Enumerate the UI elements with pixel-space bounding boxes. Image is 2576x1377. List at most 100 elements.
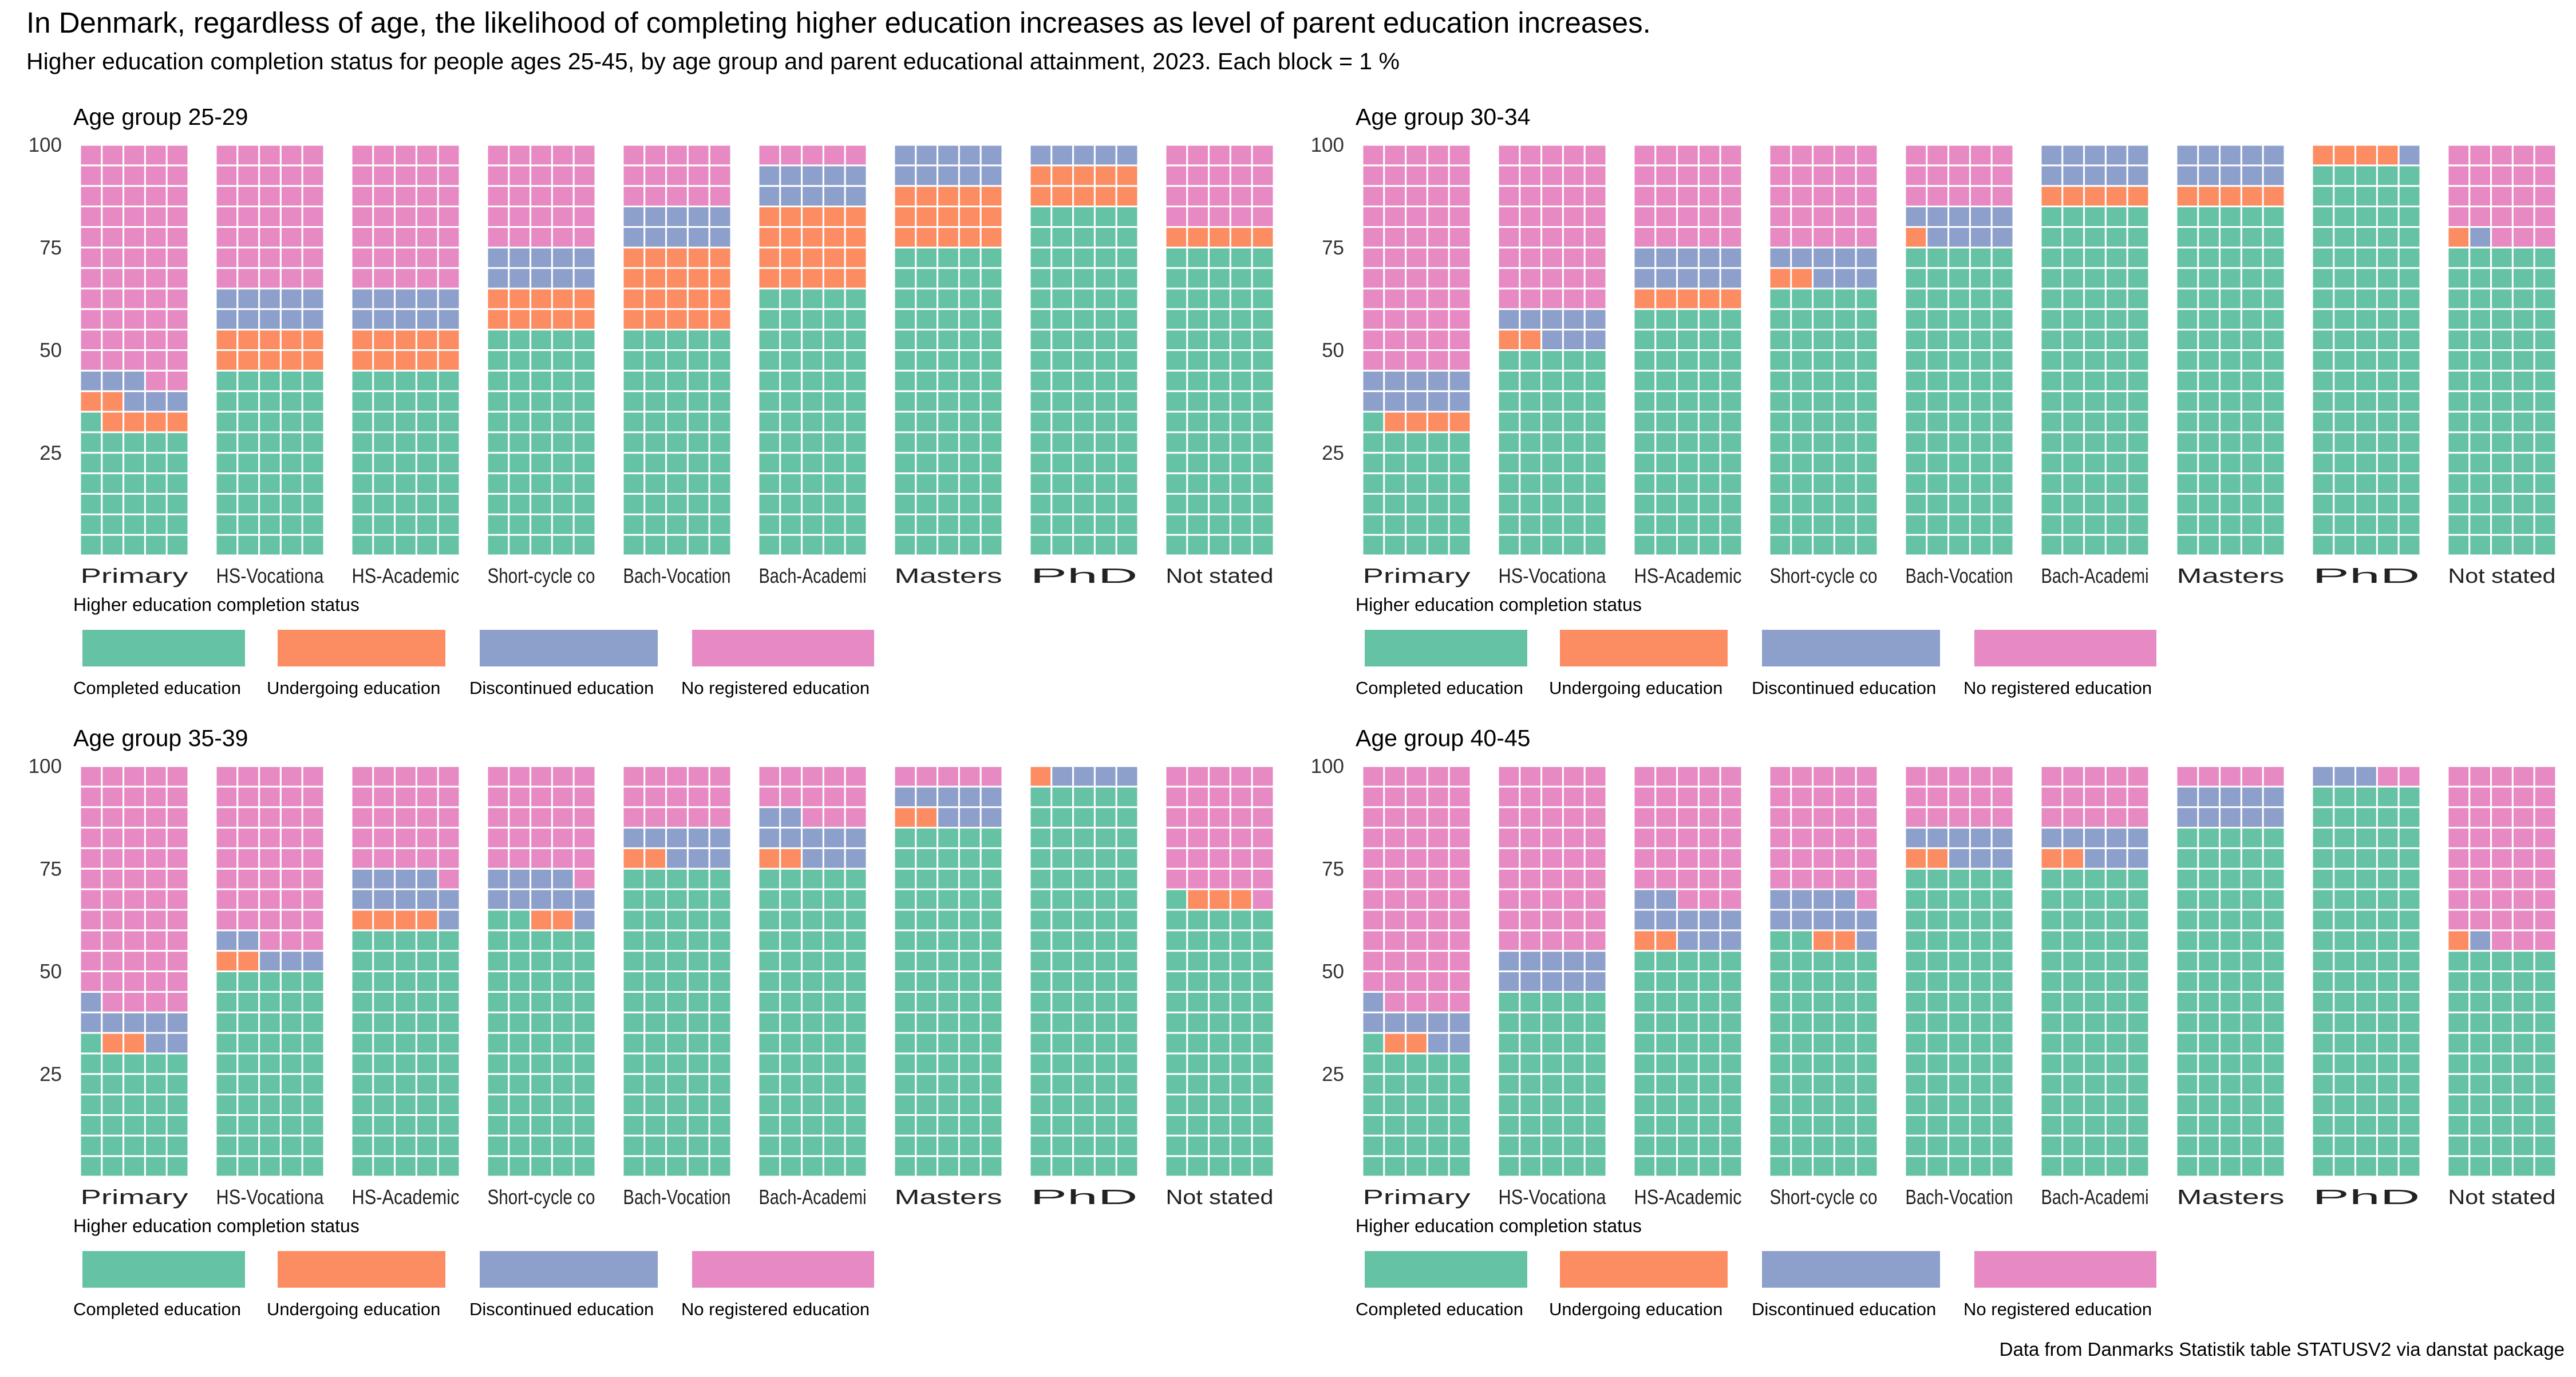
waffle-block xyxy=(2333,991,2357,1013)
waffle-block xyxy=(643,246,667,269)
waffle-block xyxy=(643,472,667,495)
waffle-block xyxy=(2262,827,2286,849)
waffle-block xyxy=(350,472,374,495)
waffle-block xyxy=(1990,329,2014,352)
waffle-block xyxy=(1969,287,1993,310)
waffle-block xyxy=(1361,1155,1385,1178)
waffle-block xyxy=(1633,452,1657,475)
waffle-block xyxy=(708,867,732,890)
waffle-block xyxy=(2197,329,2221,352)
waffle-block xyxy=(1229,1032,1253,1055)
waffle-block xyxy=(622,786,646,808)
waffle-block xyxy=(779,287,803,310)
waffle-block xyxy=(1251,929,1275,952)
waffle-block xyxy=(2197,369,2221,392)
waffle-block xyxy=(1426,909,1450,932)
waffle-block xyxy=(236,226,260,248)
waffle-block xyxy=(2061,847,2085,870)
waffle-block xyxy=(101,1134,125,1157)
waffle-block xyxy=(215,970,239,993)
waffle-block xyxy=(236,308,260,331)
waffle-block xyxy=(530,888,553,911)
waffle-block xyxy=(301,390,325,413)
waffle-block xyxy=(2333,1052,2357,1075)
waffle-block xyxy=(1812,765,1835,788)
waffle-block xyxy=(1697,1094,1721,1116)
waffle-block xyxy=(2533,185,2557,208)
waffle-block xyxy=(801,329,824,352)
waffle-block xyxy=(1969,349,1993,372)
waffle-block xyxy=(1768,1052,1792,1075)
waffle-block xyxy=(1676,867,1700,890)
waffle-block xyxy=(350,492,374,515)
waffle-block xyxy=(1855,888,1879,911)
waffle-block xyxy=(1562,246,1586,269)
waffle-block xyxy=(1855,1155,1879,1178)
waffle-block xyxy=(1768,970,1792,993)
waffle-block xyxy=(2197,308,2221,331)
waffle-block xyxy=(2490,1114,2514,1137)
waffle-block xyxy=(2197,513,2221,536)
waffle-block xyxy=(2083,431,2107,454)
waffle-block xyxy=(79,472,103,495)
waffle-block xyxy=(2311,144,2335,167)
waffle-block xyxy=(1164,765,1188,788)
waffle-block xyxy=(622,329,646,352)
waffle-block xyxy=(1115,164,1139,187)
waffle-block xyxy=(2262,970,2286,993)
waffle-block xyxy=(1115,144,1139,167)
waffle-block xyxy=(1093,390,1117,413)
waffle-block xyxy=(2040,513,2064,536)
waffle-block xyxy=(1448,472,1472,495)
waffle-block xyxy=(1676,349,1700,372)
waffle-block xyxy=(415,786,439,808)
waffle-block xyxy=(165,867,189,890)
waffle-block xyxy=(486,144,510,167)
waffle-block xyxy=(665,185,689,208)
waffle-block xyxy=(801,867,824,890)
waffle-block xyxy=(937,909,960,932)
waffle-block xyxy=(79,1114,103,1137)
waffle-block xyxy=(1790,806,1814,829)
waffle-block xyxy=(2533,888,2557,911)
waffle-block xyxy=(1812,1155,1835,1178)
waffle-block xyxy=(2311,452,2335,475)
waffle-block xyxy=(665,308,689,331)
waffle-block xyxy=(2219,308,2242,331)
waffle-block xyxy=(2175,1094,2199,1116)
waffle-block xyxy=(1093,472,1117,495)
waffle-block xyxy=(1562,786,1586,808)
waffle-block xyxy=(1448,765,1472,788)
waffle-block xyxy=(822,909,846,932)
waffle-block xyxy=(301,349,325,372)
waffle-block xyxy=(1697,267,1721,290)
waffle-block xyxy=(394,765,417,788)
waffle-block xyxy=(665,1155,689,1178)
waffle-block xyxy=(1633,329,1657,352)
waffle-block xyxy=(686,1073,710,1096)
waffle-block xyxy=(258,390,282,413)
waffle-block xyxy=(1768,452,1792,475)
waffle-block xyxy=(2262,452,2286,475)
waffle-block xyxy=(1654,765,1678,788)
waffle-block xyxy=(1904,267,1928,290)
waffle-block xyxy=(822,226,846,248)
waffle-block xyxy=(572,144,596,167)
waffle-block xyxy=(1448,329,1472,352)
waffle-block xyxy=(2354,1032,2378,1055)
waffle-block xyxy=(1654,970,1678,993)
waffle-block xyxy=(1904,1073,1928,1096)
waffle-block xyxy=(1361,472,1385,495)
waffle-block xyxy=(1072,452,1096,475)
waffle-block xyxy=(1947,492,1971,515)
waffle-block xyxy=(215,827,239,849)
waffle-block xyxy=(2126,1155,2150,1178)
waffle-block xyxy=(1833,827,1857,849)
waffle-block xyxy=(2104,206,2128,228)
waffle-block xyxy=(2511,308,2535,331)
waffle-block xyxy=(279,1114,303,1137)
waffle-block xyxy=(1855,164,1879,187)
waffle-block xyxy=(1855,390,1879,413)
waffle-block xyxy=(486,1114,510,1137)
waffle-block xyxy=(1050,1073,1074,1096)
